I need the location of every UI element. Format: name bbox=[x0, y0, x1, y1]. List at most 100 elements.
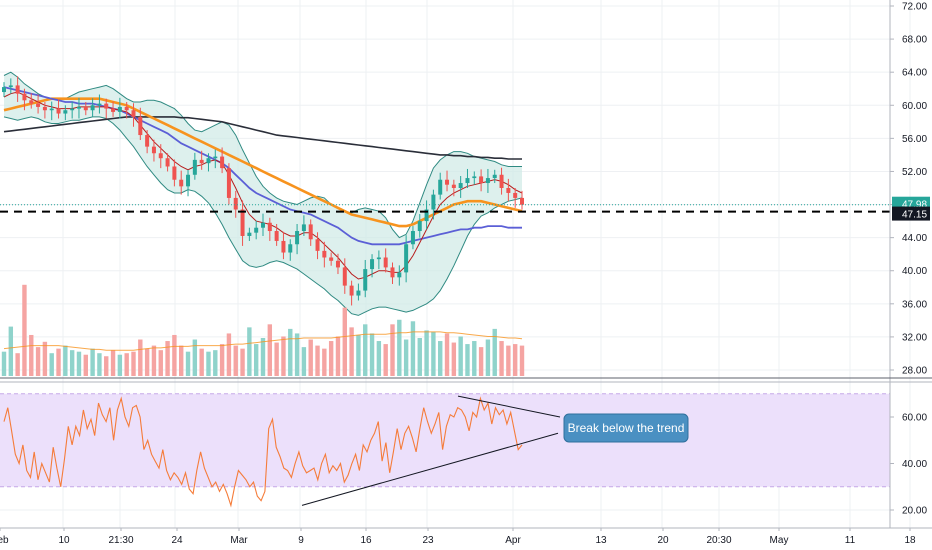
volume-bar bbox=[431, 331, 436, 376]
volume-bar bbox=[397, 319, 402, 376]
rsi-tick-label: 40.00 bbox=[902, 459, 927, 470]
callout-box[interactable] bbox=[563, 413, 689, 443]
candle-body bbox=[485, 178, 490, 184]
bollinger-band-fill bbox=[4, 72, 522, 316]
ma-orange-line bbox=[3, 97, 523, 228]
volume-bar bbox=[206, 351, 211, 376]
time-tick-label: 11 bbox=[845, 535, 856, 546]
rsi-support-trendline bbox=[301, 432, 559, 506]
candle-body bbox=[520, 197, 524, 205]
time-tick-label: 20 bbox=[657, 535, 669, 546]
candle-body bbox=[424, 209, 429, 222]
volume-bar bbox=[158, 350, 163, 376]
volume-bar bbox=[281, 336, 286, 376]
volume-bar bbox=[451, 342, 457, 376]
candle-body bbox=[111, 108, 116, 112]
candle-body bbox=[308, 224, 313, 240]
time-tick-label: Apr bbox=[505, 535, 521, 546]
volume-bar bbox=[131, 351, 136, 376]
volume-bar bbox=[506, 345, 511, 376]
candle-body bbox=[281, 240, 286, 253]
price-tick-label: 36.00 bbox=[902, 299, 927, 310]
volume-bar bbox=[390, 324, 395, 376]
volume-bar bbox=[458, 336, 463, 376]
level-price-tag bbox=[892, 206, 930, 221]
volume-bar bbox=[35, 347, 41, 376]
volume-bar bbox=[151, 345, 157, 376]
candle-body bbox=[226, 168, 231, 198]
ma-long-black-line bbox=[3, 116, 522, 160]
candle-body bbox=[397, 272, 402, 278]
candle-body bbox=[390, 267, 395, 278]
candle-body bbox=[370, 259, 375, 270]
candle-body bbox=[104, 103, 109, 109]
volume-bar bbox=[472, 341, 477, 376]
candle-body bbox=[288, 244, 293, 253]
volume-bar bbox=[15, 353, 20, 376]
volume-bar bbox=[42, 341, 48, 376]
candle-body bbox=[70, 108, 75, 111]
volume-bar bbox=[301, 347, 307, 376]
candle-body bbox=[29, 100, 34, 104]
volume-bar bbox=[376, 341, 382, 376]
volume-bar bbox=[56, 348, 61, 376]
candle-body bbox=[472, 176, 477, 179]
candle-body bbox=[295, 231, 300, 245]
candles bbox=[2, 76, 524, 306]
candle-body bbox=[172, 166, 177, 180]
candle-body bbox=[199, 159, 204, 164]
price-tick-label: 28.00 bbox=[902, 366, 927, 377]
volume-bars bbox=[1, 284, 525, 376]
price-tick-label: 52.00 bbox=[902, 167, 927, 178]
candle-body bbox=[233, 197, 238, 210]
rsi-tick-label: 60.00 bbox=[902, 413, 927, 424]
volume-bar bbox=[83, 354, 88, 376]
candle-body bbox=[349, 285, 354, 296]
rsi-band-fill bbox=[0, 393, 890, 487]
volume-bar bbox=[335, 336, 341, 376]
candle-body bbox=[2, 87, 6, 93]
candle-body bbox=[335, 260, 340, 268]
volume-bar bbox=[438, 341, 443, 376]
candle-body bbox=[322, 250, 327, 258]
candle-body bbox=[22, 93, 27, 101]
candle-body bbox=[479, 176, 484, 184]
candle-body bbox=[49, 108, 54, 111]
volume-bar bbox=[226, 333, 232, 376]
price-tick-label: 56.00 bbox=[902, 134, 927, 145]
volume-bar bbox=[267, 324, 273, 376]
candle-body bbox=[186, 174, 191, 187]
volume-bar bbox=[8, 326, 14, 376]
volume-bar bbox=[110, 350, 116, 376]
candle-body bbox=[63, 110, 68, 114]
candle-body bbox=[90, 105, 95, 111]
volume-bar bbox=[342, 307, 347, 376]
candle-body bbox=[240, 209, 245, 236]
volume-bar bbox=[117, 354, 123, 376]
rsi-line bbox=[3, 396, 523, 508]
volume-bar bbox=[179, 345, 184, 376]
time-tick-label: 18 bbox=[904, 535, 916, 546]
candle-body bbox=[56, 108, 61, 114]
annotation-callout[interactable]: Break below the trend bbox=[563, 413, 689, 443]
candle-body bbox=[301, 224, 306, 232]
volume-bar bbox=[363, 324, 368, 376]
volume-bar bbox=[240, 348, 245, 376]
volume-bar bbox=[356, 334, 361, 376]
volume-bar bbox=[213, 350, 218, 376]
time-tick-label: 16 bbox=[360, 535, 372, 546]
volume-bar bbox=[444, 333, 450, 376]
volume-bar bbox=[417, 338, 422, 376]
volume-bar bbox=[308, 339, 313, 376]
time-tick-label: Feb bbox=[0, 535, 9, 546]
volume-bar bbox=[492, 328, 497, 376]
candle-body bbox=[76, 106, 81, 109]
volume-bar bbox=[274, 342, 279, 376]
candle-body bbox=[417, 221, 422, 232]
volume-bar bbox=[124, 353, 129, 376]
volume-bar bbox=[97, 353, 102, 376]
volume-ma-line bbox=[3, 331, 523, 351]
candle-body bbox=[192, 159, 197, 175]
